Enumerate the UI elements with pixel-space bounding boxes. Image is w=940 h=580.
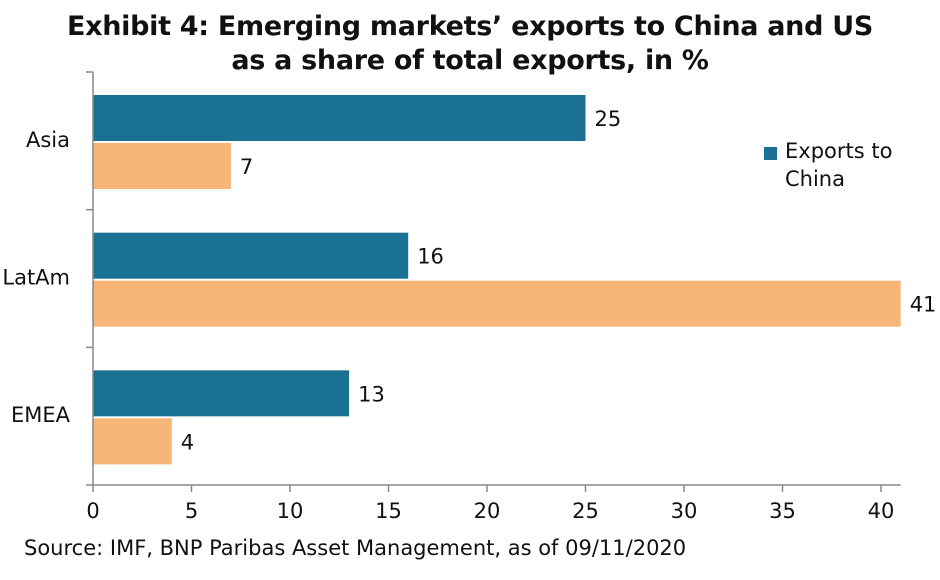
category-label-emea: EMEA [11,403,71,427]
x-tick-label: 20 [474,499,501,523]
value-label-emea-series-0: 13 [358,382,385,406]
chart-title-line-1: Exhibit 4: Emerging markets’ exports to … [66,11,873,42]
x-tick-label: 5 [185,499,198,523]
bar-emea-series-0 [93,370,350,417]
bar-latam-series-1 [93,280,901,327]
value-label-asia-series-1: 7 [240,155,253,179]
bar-asia-series-0 [93,95,586,141]
legend-swatch-china [764,147,777,160]
x-tick-label: 35 [769,499,796,523]
x-tick-label: 10 [277,499,304,523]
bar-asia-series-1 [93,143,231,189]
value-label-latam-series-1: 41 [910,293,937,317]
x-tick-label: 0 [86,499,99,523]
value-label-emea-series-1: 4 [181,430,194,454]
value-label-asia-series-0: 25 [595,107,622,131]
category-label-latam: LatAm [2,266,70,290]
x-tick-label: 40 [868,499,895,523]
x-tick-label: 30 [671,499,698,523]
bar-emea-series-1 [93,418,172,465]
legend-label-china: Exports to China [785,139,893,191]
x-tick-label: 15 [375,499,402,523]
x-tick-label: 25 [572,499,599,523]
value-label-latam-series-0: 16 [417,245,444,269]
chart-title: Exhibit 4: Emerging markets’ exports to … [0,10,940,78]
bar-latam-series-0 [93,232,409,279]
source-note: Source: IMF, BNP Paribas Asset Managemen… [24,536,687,560]
category-label-asia: Asia [26,128,70,152]
chart-title-line-2: as a share of total exports, in % [231,45,709,76]
